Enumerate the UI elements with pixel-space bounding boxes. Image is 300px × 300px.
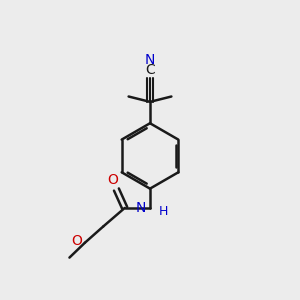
Text: H: H — [158, 205, 168, 218]
Text: O: O — [71, 234, 82, 248]
Text: N: N — [145, 53, 155, 67]
Text: C: C — [145, 64, 155, 77]
Text: O: O — [107, 173, 118, 187]
Text: N: N — [136, 201, 146, 215]
